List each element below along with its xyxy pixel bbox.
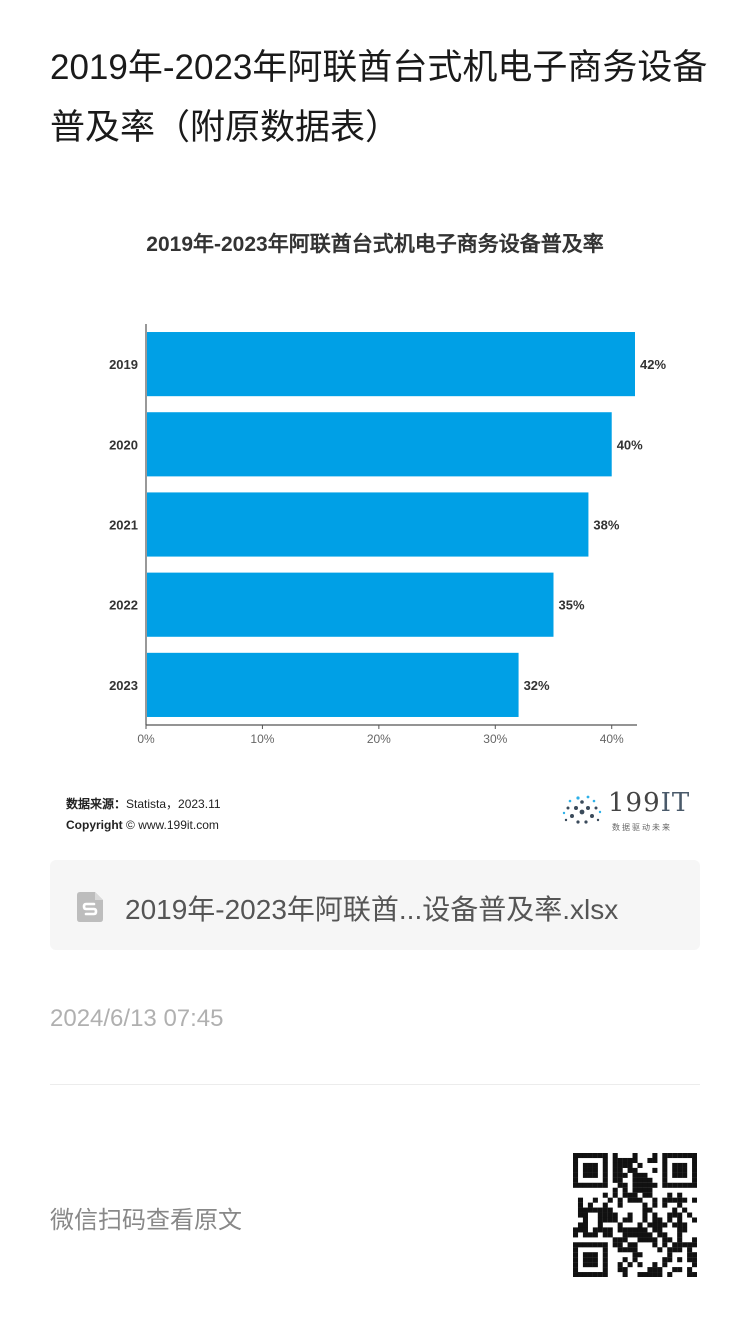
- copyright-label: Copyright: [66, 818, 123, 832]
- logo-number: 199: [608, 788, 661, 818]
- source-line: 数据来源：Statista，2023.11: [66, 794, 221, 815]
- data-label: 40%: [617, 437, 643, 452]
- attachment-name: 2019年-2023年阿联酋...设备普及率.xlsx: [125, 894, 619, 925]
- divider: [50, 1084, 700, 1085]
- bar-2023: [147, 652, 519, 717]
- data-label: 32%: [524, 678, 550, 693]
- x-tick-label: 40%: [600, 732, 624, 746]
- logo-dots-icon: [562, 795, 602, 824]
- scan-prompt: 微信扫码查看原文: [50, 1207, 242, 1234]
- logo-wordmark: 199IT: [608, 788, 690, 818]
- chart-image[interactable]: 2019年-2023年阿联酋台式机电子商务设备普及率 2019 42% 2020 40…: [50, 200, 700, 850]
- x-tick-label: 20%: [367, 732, 391, 746]
- logo-tagline: 数据驱动未来: [612, 823, 672, 832]
- x-tick-label: 0%: [137, 732, 155, 746]
- y-tick-label: 2022: [109, 598, 138, 613]
- logo-letters: IT: [660, 788, 691, 818]
- attachment-card[interactable]: 2019年-2023年阿联酋...设备普及率.xlsx: [50, 860, 700, 950]
- copyright-value: © www.199it.com: [126, 818, 219, 832]
- data-label: 42%: [640, 357, 666, 372]
- y-tick-label: 2019: [109, 357, 138, 372]
- spreadsheet-file-icon: [77, 892, 103, 922]
- publish-timestamp: 2024/6/13 07:45: [50, 1005, 224, 1032]
- bar-2022: [147, 572, 554, 637]
- data-label: 35%: [559, 598, 585, 613]
- copyright-line: Copyright © www.199it.com: [66, 815, 221, 836]
- y-tick-label: 2023: [109, 678, 138, 693]
- y-tick-label: 2021: [109, 518, 138, 533]
- source-value: Statista，2023.11: [126, 797, 221, 811]
- source-label: 数据来源：: [66, 797, 127, 811]
- x-tick-label: 30%: [483, 732, 507, 746]
- article-title: 2019年-2023年阿联酋台式机电子商务设备普及率（附原数据表）: [50, 48, 708, 147]
- bar-chart: 2019 42% 2020 40% 2021 38% 2022 35% 2023 32% 0% 10%…: [109, 324, 666, 746]
- data-label: 38%: [593, 518, 619, 533]
- bar-2019: [147, 332, 635, 397]
- chart-title: 2019年-2023年阿联酋台式机电子商务设备普及率: [146, 233, 604, 256]
- x-tick-label: 10%: [250, 732, 274, 746]
- 199it-logo: 199IT 数据驱动未来: [558, 788, 698, 836]
- qr-code-image[interactable]: [573, 1153, 697, 1277]
- bar-2020: [147, 412, 612, 477]
- y-tick-label: 2020: [109, 437, 138, 452]
- source-block: 数据来源：Statista，2023.11 Copyright © www.19…: [66, 794, 221, 836]
- bar-2021: [147, 492, 589, 557]
